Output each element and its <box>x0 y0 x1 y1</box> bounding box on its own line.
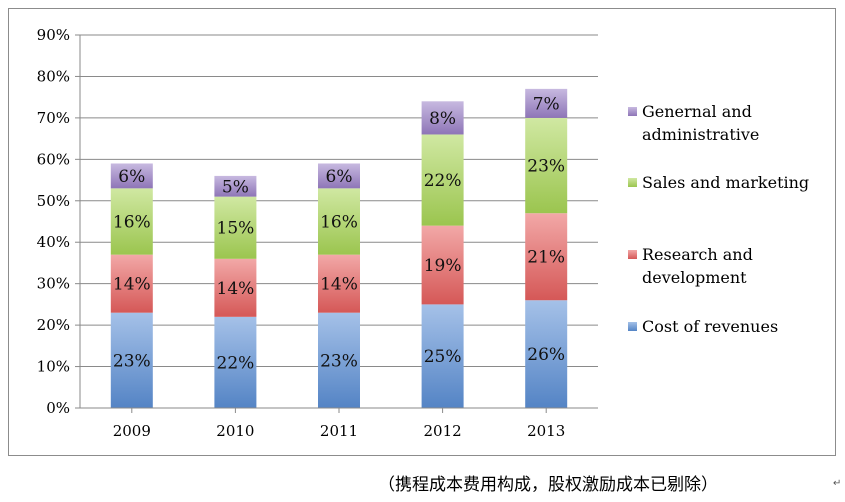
bar-segment <box>110 312 153 408</box>
legend: Genernal and administrative Sales and mark… <box>628 102 809 336</box>
y-tick-label: 20% <box>37 316 70 334</box>
bar-segment <box>110 254 153 313</box>
data-label: 22% <box>217 353 255 373</box>
paragraph-mark: ↵ <box>833 478 842 489</box>
x-tick-label: 2009 <box>113 422 151 440</box>
y-tick-label: 10% <box>37 358 70 376</box>
legend-label: Sales and marketing <box>642 173 809 192</box>
legend-swatch <box>628 178 637 187</box>
y-tick-label: 70% <box>37 109 70 127</box>
y-tick-label: 30% <box>37 275 70 293</box>
axes: 0% 10% 20% 30% 40% 50% 60% 70% 80% 90% 2009 2010 201… <box>37 26 598 440</box>
bar-segment <box>214 175 257 197</box>
bar-segment <box>318 312 360 408</box>
data-label: 23% <box>320 351 358 371</box>
x-tick-label: 2012 <box>424 422 462 440</box>
y-tick-label: 80% <box>37 67 70 85</box>
bar-segment <box>110 188 153 255</box>
legend-swatch <box>628 107 637 116</box>
chart-caption: （携程成本费用构成，股权激励成本已剔除） <box>378 475 718 495</box>
bar-segment <box>421 225 464 305</box>
data-label: 23% <box>113 351 151 371</box>
data-label: 14% <box>320 275 358 295</box>
bar-segment <box>421 101 464 135</box>
legend-label: Research and <box>642 245 753 264</box>
data-label: 14% <box>113 275 151 295</box>
bar-segment <box>214 258 257 317</box>
legend-swatch <box>628 250 637 259</box>
data-label: 22% <box>424 171 462 191</box>
data-label: 26% <box>527 345 565 365</box>
y-tick-label: 50% <box>37 192 70 210</box>
data-label: 19% <box>424 256 462 276</box>
x-tick-label: 2013 <box>527 422 565 440</box>
y-tick-label: 0% <box>46 399 70 417</box>
bar-segment <box>214 196 257 259</box>
x-tick-label: 2010 <box>216 422 254 440</box>
bar-segment <box>421 304 464 408</box>
bar-segment <box>525 213 568 301</box>
bars: 23% 14% 16% 6% 22% 14% 15% 5% 23% 14% 16% 6% 25% 19% 2… <box>110 88 568 408</box>
data-label: 14% <box>217 279 255 299</box>
data-label: 8% <box>429 109 456 129</box>
bar-segment <box>525 117 568 214</box>
x-tick-label: 2011 <box>320 422 358 440</box>
data-label: 6% <box>118 167 145 187</box>
bar-segment <box>525 88 568 118</box>
data-label: 15% <box>217 219 255 239</box>
bar-segment <box>421 134 464 226</box>
bar-segment <box>214 316 257 408</box>
data-label: 7% <box>533 94 560 114</box>
data-label: 25% <box>424 347 462 367</box>
y-tick-label: 90% <box>37 26 70 44</box>
data-label: 23% <box>527 157 565 177</box>
legend-label: Cost of revenues <box>642 317 778 336</box>
legend-swatch <box>628 322 637 331</box>
y-tick-label: 60% <box>37 150 70 168</box>
data-label: 16% <box>320 213 358 233</box>
data-label: 6% <box>326 167 353 187</box>
data-label: 16% <box>113 213 151 233</box>
legend-label: development <box>642 268 747 287</box>
legend-label: administrative <box>642 125 759 144</box>
data-label: 21% <box>527 248 565 268</box>
y-tick-label: 40% <box>37 233 70 251</box>
bar-segment <box>318 254 360 313</box>
bar-segment <box>318 188 360 255</box>
bar-segment <box>525 300 568 408</box>
data-label: 5% <box>222 177 249 197</box>
bar-segment <box>318 163 360 189</box>
bar-segment <box>110 163 153 189</box>
legend-label: Genernal and <box>642 102 752 121</box>
